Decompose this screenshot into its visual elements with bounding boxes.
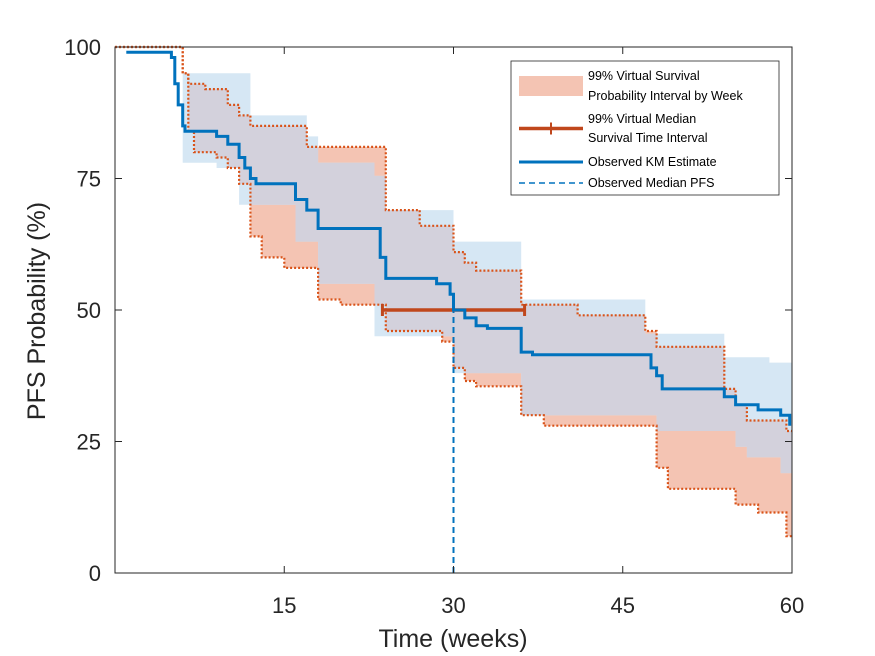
legend-label: Observed Median PFS (588, 176, 714, 190)
band-overlap-region (115, 47, 792, 474)
legend-label: 99% Virtual Survival (588, 69, 700, 83)
axes: 15 30 45 60 0 25 50 75 100 (64, 35, 804, 618)
y-tick-label: 25 (77, 430, 101, 455)
x-tick-label: 60 (780, 593, 804, 618)
x-tick-label: 30 (441, 593, 465, 618)
y-tick-label: 75 (77, 167, 101, 192)
y-axis-title: PFS Probability (%) (23, 202, 51, 420)
legend: 99% Virtual Survival Probability Interval… (510, 60, 780, 196)
virtual-interval-lower-edge (115, 45, 792, 538)
y-tick-label: 0 (89, 561, 101, 586)
observed-km-curve (126, 50, 792, 426)
y-tick-label: 50 (77, 298, 101, 323)
legend-label: Probability Interval by Week (588, 89, 743, 103)
x-tick-label: 45 (611, 593, 635, 618)
y-tick-label: 100 (64, 35, 101, 60)
legend-swatch-interval (519, 76, 583, 96)
x-axis-title: Time (weeks) (378, 625, 527, 653)
virtual-interval-upper-edge (115, 45, 792, 433)
x-tick-label: 15 (272, 593, 296, 618)
legend-label: 99% Virtual Median (588, 112, 696, 126)
legend-label: Observed KM Estimate (588, 155, 717, 169)
legend-label: Survival Time Interval (588, 131, 707, 145)
